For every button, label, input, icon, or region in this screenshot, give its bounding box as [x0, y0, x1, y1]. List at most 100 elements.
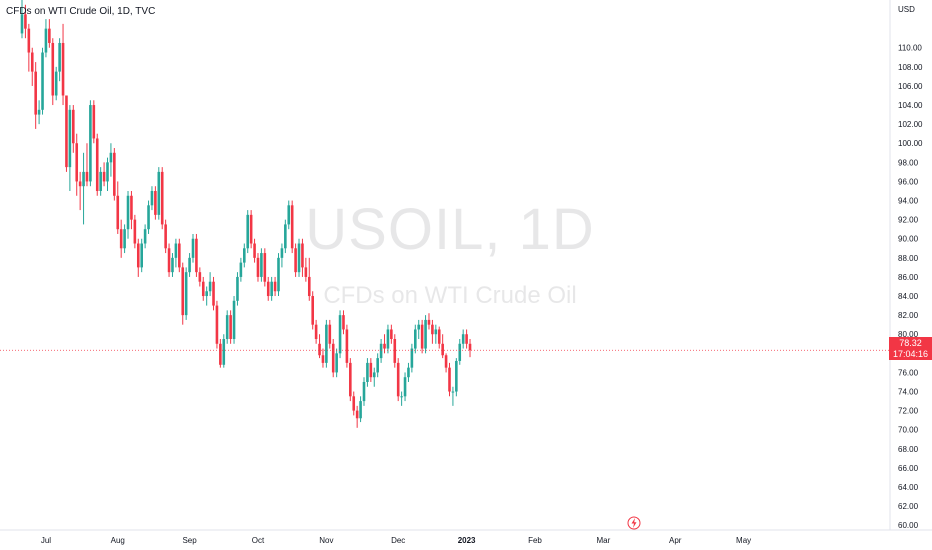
price-tick-label: 66.00: [898, 464, 919, 473]
candle: [154, 186, 157, 220]
candle-body: [260, 253, 263, 277]
candle-body: [393, 339, 397, 363]
candle: [448, 362, 451, 397]
time-tick-label: May: [736, 536, 751, 545]
candle-body: [379, 343, 383, 359]
candle-body: [232, 300, 236, 340]
candle: [362, 377, 366, 406]
candle: [116, 181, 120, 234]
candle: [314, 319, 318, 344]
last-price-value: 78.32: [899, 338, 922, 348]
candle: [212, 276, 215, 311]
candle: [396, 358, 400, 402]
candle-body: [116, 195, 120, 230]
candle: [311, 291, 314, 330]
candle-body: [37, 109, 41, 115]
candle: [58, 38, 61, 82]
time-tick-label: Apr: [669, 536, 682, 545]
candle: [325, 319, 328, 368]
candle-body: [441, 343, 444, 356]
candle: [304, 257, 308, 282]
candle: [386, 324, 390, 354]
price-tick-label: 96.00: [898, 177, 919, 186]
time-tick-label: Nov: [319, 536, 333, 545]
candle: [246, 210, 250, 254]
candle-body: [290, 205, 294, 249]
candle: [89, 100, 92, 187]
candle: [441, 334, 444, 359]
price-tick-label: 82.00: [898, 311, 919, 320]
candle: [352, 391, 356, 416]
lightning-icon[interactable]: [627, 516, 641, 530]
candle: [95, 133, 99, 196]
candle: [345, 324, 349, 368]
candle-body: [65, 95, 68, 168]
candle: [263, 248, 267, 287]
candle-body: [75, 143, 79, 182]
last-price-tag[interactable]: 78.32 17:04:16: [889, 337, 932, 360]
candle: [92, 100, 96, 144]
candle-body: [314, 324, 318, 340]
candle-body: [229, 315, 232, 340]
price-tick-label: 80.00: [898, 330, 919, 339]
candle-body: [150, 190, 154, 206]
price-tick-label: 98.00: [898, 158, 919, 167]
candle: [174, 238, 178, 268]
candle-body: [458, 343, 462, 361]
candle-body: [136, 243, 140, 268]
price-axis-labels[interactable]: 60.00 62.00 64.00 66.00 68.00 70.00 72.00 74.00…: [898, 44, 923, 530]
candle-body: [27, 28, 31, 53]
price-tick-label: 108.00: [898, 63, 923, 72]
watermark-description: CFDs on WTI Crude Oil: [323, 282, 577, 309]
price-tick-label: 70.00: [898, 426, 919, 435]
candle: [359, 396, 362, 423]
candle: [181, 262, 185, 325]
candle-body: [437, 329, 441, 344]
candle: [44, 19, 48, 58]
price-tick-label: 88.00: [898, 254, 919, 263]
candle: [260, 248, 263, 282]
candle: [256, 253, 260, 282]
candle: [30, 47, 34, 86]
candle-body: [58, 42, 61, 72]
candle: [331, 339, 335, 378]
candle-body: [160, 171, 164, 225]
candle-body: [82, 171, 85, 187]
candle: [403, 372, 407, 402]
candle-body: [414, 329, 417, 349]
candle: [468, 339, 472, 358]
candle-body: [208, 281, 212, 292]
candle-body: [48, 28, 51, 43]
candle: [318, 334, 321, 359]
chart-legend[interactable]: CFDs on WTI Crude Oil, 1D, TVC: [6, 6, 156, 17]
candle: [400, 391, 403, 406]
candle: [20, 0, 24, 39]
candle: [82, 152, 85, 225]
candle-body: [123, 229, 126, 249]
candle-body: [181, 267, 185, 316]
price-tick-label: 106.00: [898, 82, 923, 91]
candle: [270, 276, 273, 301]
candle-body: [147, 205, 150, 230]
candle: [198, 267, 202, 287]
candle-body: [321, 355, 325, 363]
candle: [431, 319, 434, 344]
candle-body: [263, 253, 267, 282]
candle: [407, 362, 410, 382]
candle: [277, 253, 280, 297]
candle-body: [30, 52, 34, 72]
candle-body: [369, 362, 373, 378]
candle-body: [222, 339, 226, 365]
candle-body: [294, 248, 297, 273]
time-axis-labels[interactable]: Jul Aug Sep Oct Nov Dec 2023 Feb Mar Apr May: [41, 536, 751, 545]
candle: [24, 4, 27, 39]
candle-body: [455, 360, 458, 392]
candle-body: [143, 229, 147, 244]
candle: [130, 190, 133, 230]
candle-body: [396, 362, 400, 397]
candle-body: [273, 281, 277, 292]
candle: [376, 353, 379, 378]
candle: [417, 319, 421, 340]
